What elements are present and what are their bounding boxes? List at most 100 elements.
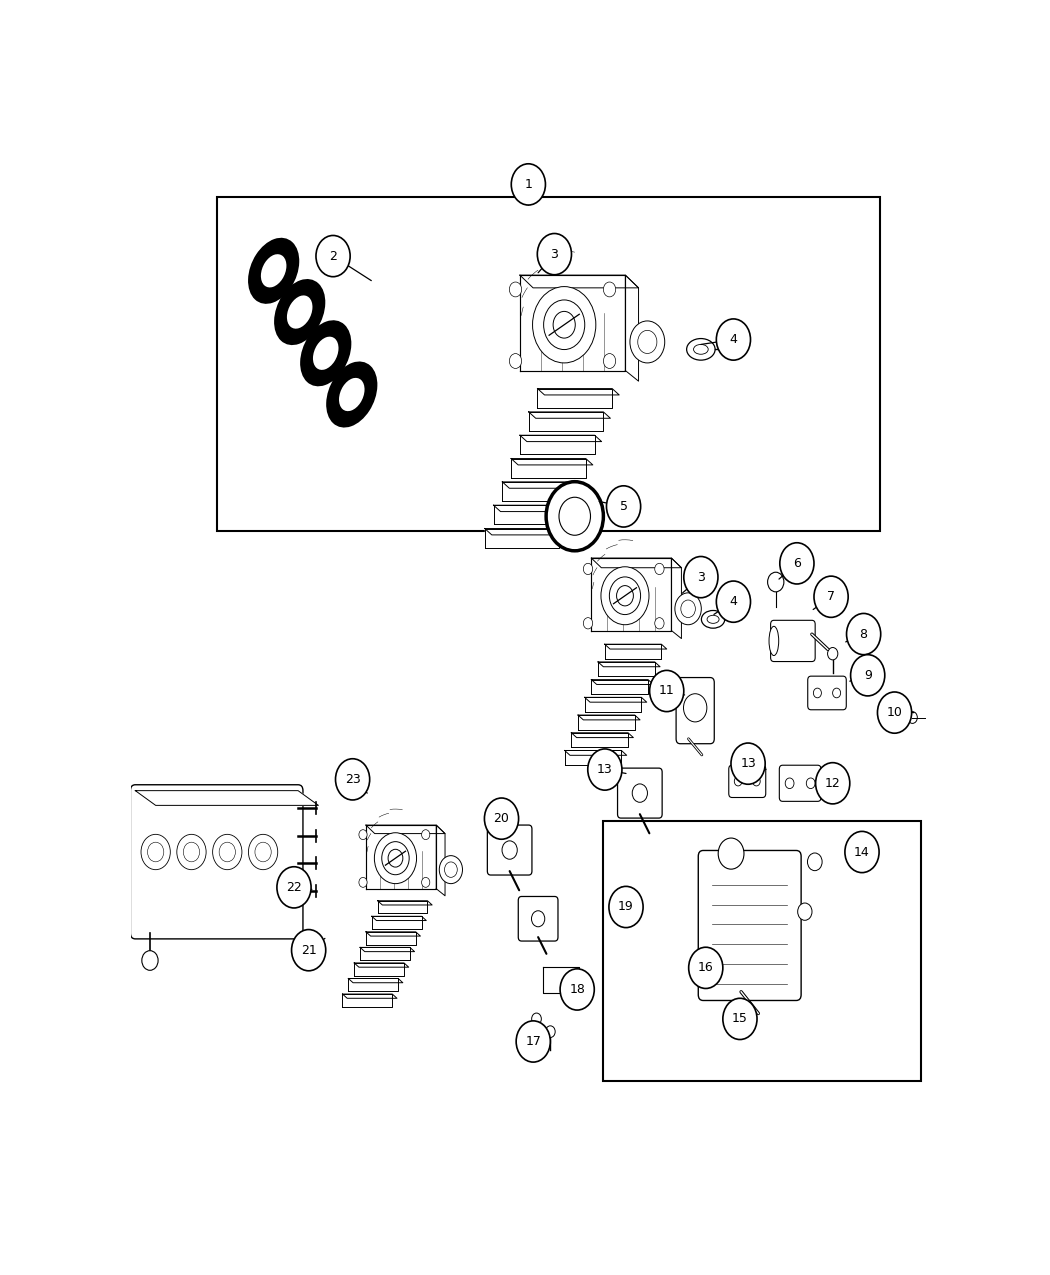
Ellipse shape xyxy=(687,339,715,360)
Text: 4: 4 xyxy=(730,333,737,346)
Polygon shape xyxy=(578,715,634,729)
Circle shape xyxy=(511,163,545,205)
Circle shape xyxy=(768,572,784,592)
Circle shape xyxy=(650,671,684,711)
Circle shape xyxy=(584,564,592,575)
Polygon shape xyxy=(598,662,655,677)
Circle shape xyxy=(833,688,841,697)
Circle shape xyxy=(814,688,821,697)
Circle shape xyxy=(439,856,462,884)
Circle shape xyxy=(907,711,918,723)
Circle shape xyxy=(509,353,522,368)
Circle shape xyxy=(785,778,794,788)
Circle shape xyxy=(292,929,326,970)
Polygon shape xyxy=(372,917,426,921)
Circle shape xyxy=(616,585,633,606)
Circle shape xyxy=(604,353,615,368)
Polygon shape xyxy=(342,994,397,998)
Polygon shape xyxy=(502,482,578,501)
Polygon shape xyxy=(366,825,436,889)
Text: 2: 2 xyxy=(329,250,337,263)
Polygon shape xyxy=(135,790,318,806)
Text: 14: 14 xyxy=(854,845,869,858)
Text: 5: 5 xyxy=(620,500,628,513)
Circle shape xyxy=(544,300,585,349)
Text: 12: 12 xyxy=(825,776,841,789)
Polygon shape xyxy=(354,963,408,968)
Circle shape xyxy=(382,842,410,875)
Circle shape xyxy=(538,233,571,274)
FancyBboxPatch shape xyxy=(603,821,921,1081)
Circle shape xyxy=(517,1021,550,1062)
Circle shape xyxy=(718,838,744,870)
Circle shape xyxy=(546,482,604,551)
FancyBboxPatch shape xyxy=(729,765,765,797)
Circle shape xyxy=(588,748,622,790)
Text: 22: 22 xyxy=(286,881,302,894)
Circle shape xyxy=(532,287,595,363)
Ellipse shape xyxy=(301,321,351,385)
Circle shape xyxy=(850,654,885,696)
Text: 23: 23 xyxy=(344,773,360,785)
Circle shape xyxy=(336,759,370,799)
Circle shape xyxy=(637,330,657,353)
Circle shape xyxy=(444,862,457,877)
Polygon shape xyxy=(511,459,593,465)
Polygon shape xyxy=(485,529,560,548)
Circle shape xyxy=(219,843,235,862)
Text: 13: 13 xyxy=(740,757,756,770)
Polygon shape xyxy=(626,275,638,381)
Text: 11: 11 xyxy=(658,685,674,697)
Circle shape xyxy=(559,497,590,536)
FancyBboxPatch shape xyxy=(216,198,880,530)
Polygon shape xyxy=(366,825,445,834)
Circle shape xyxy=(531,910,545,927)
Circle shape xyxy=(184,843,200,862)
Circle shape xyxy=(780,543,814,584)
Circle shape xyxy=(553,311,575,338)
Circle shape xyxy=(684,556,718,598)
Circle shape xyxy=(814,576,848,617)
Polygon shape xyxy=(349,978,398,991)
Text: 21: 21 xyxy=(300,944,316,956)
Text: 7: 7 xyxy=(827,590,835,603)
Text: 13: 13 xyxy=(597,762,613,776)
Circle shape xyxy=(798,903,812,921)
Text: 18: 18 xyxy=(569,983,585,996)
Text: 19: 19 xyxy=(618,900,634,913)
Text: 8: 8 xyxy=(860,627,867,640)
Polygon shape xyxy=(591,680,653,685)
Polygon shape xyxy=(520,275,626,371)
Polygon shape xyxy=(520,435,602,441)
Circle shape xyxy=(422,830,429,840)
Polygon shape xyxy=(378,900,427,913)
Text: 6: 6 xyxy=(793,557,801,570)
Polygon shape xyxy=(511,459,586,478)
FancyBboxPatch shape xyxy=(519,896,558,941)
Circle shape xyxy=(484,798,519,839)
Circle shape xyxy=(716,581,751,622)
Circle shape xyxy=(655,564,664,575)
Polygon shape xyxy=(565,751,627,755)
Circle shape xyxy=(604,282,615,297)
FancyBboxPatch shape xyxy=(807,676,846,710)
Circle shape xyxy=(609,576,640,615)
Circle shape xyxy=(816,762,849,805)
Ellipse shape xyxy=(249,238,298,302)
Ellipse shape xyxy=(328,362,376,427)
Circle shape xyxy=(359,830,368,840)
Circle shape xyxy=(277,867,311,908)
Polygon shape xyxy=(585,697,642,711)
Polygon shape xyxy=(342,994,393,1007)
Circle shape xyxy=(388,849,403,867)
Text: 10: 10 xyxy=(886,706,903,719)
Circle shape xyxy=(375,833,417,884)
Ellipse shape xyxy=(769,626,779,655)
FancyBboxPatch shape xyxy=(130,784,303,938)
Polygon shape xyxy=(585,697,647,703)
Circle shape xyxy=(249,834,277,870)
Circle shape xyxy=(731,743,765,784)
Circle shape xyxy=(632,784,648,802)
Ellipse shape xyxy=(260,254,287,287)
Circle shape xyxy=(614,894,625,905)
